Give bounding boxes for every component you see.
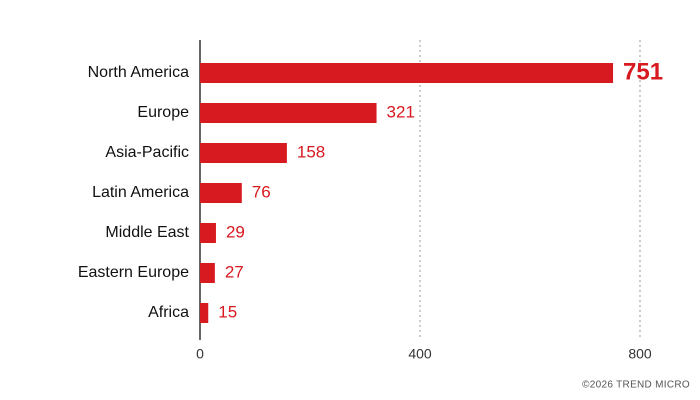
x-tick-label: 400: [408, 346, 432, 362]
value-label: 27: [225, 262, 244, 281]
y-tick-label: Asia-Pacific: [105, 144, 189, 161]
value-label: 15: [218, 302, 237, 321]
y-tick-label: Eastern Europe: [78, 264, 189, 281]
bar: [200, 63, 614, 83]
y-tick-label: North America: [88, 64, 189, 81]
footer: ©2026 TREND MICRO: [582, 380, 690, 391]
y-tick-label: Latin America: [92, 184, 189, 201]
value-label: 751: [623, 58, 663, 85]
value-label: 29: [226, 222, 245, 241]
bar: [200, 263, 215, 283]
y-tick-label: Middle East: [105, 224, 189, 241]
bar: [200, 143, 287, 163]
y-tick-label: Europe: [137, 104, 189, 121]
bar: [200, 223, 216, 243]
y-tick-label: Africa: [148, 304, 189, 321]
bar: [200, 183, 242, 203]
x-tick-label: 0: [196, 346, 204, 362]
bar: [200, 103, 377, 123]
value-label: 321: [387, 102, 415, 121]
x-tick-label: 800: [628, 346, 652, 362]
bar: [200, 303, 209, 323]
value-label: 76: [252, 182, 271, 201]
value-label: 158: [297, 142, 325, 161]
